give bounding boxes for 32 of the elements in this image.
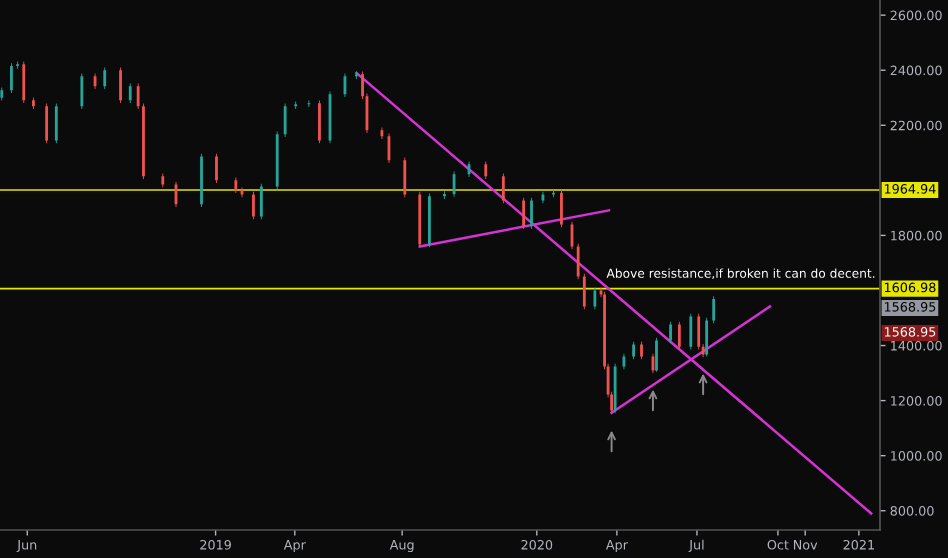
candlestick bbox=[705, 317, 709, 357]
candlestick bbox=[45, 103, 49, 144]
candlestick bbox=[80, 73, 84, 110]
candlestick bbox=[294, 101, 298, 110]
candlestick bbox=[354, 71, 358, 80]
candlestick bbox=[54, 103, 58, 144]
candlestick bbox=[418, 191, 422, 248]
candlestick bbox=[632, 341, 636, 360]
candlestick bbox=[22, 61, 26, 103]
candlestick bbox=[677, 321, 681, 350]
candlestick bbox=[689, 313, 693, 350]
candlestick bbox=[403, 157, 407, 198]
candlestick bbox=[697, 313, 701, 350]
candlestick bbox=[576, 243, 580, 280]
candlestick bbox=[442, 191, 446, 200]
candlestick bbox=[283, 103, 287, 138]
candlestick bbox=[128, 83, 132, 103]
candlestick bbox=[307, 100, 311, 108]
candlestick bbox=[16, 61, 20, 69]
candlestick bbox=[259, 183, 263, 220]
candlestick bbox=[501, 173, 505, 204]
candlestick bbox=[103, 67, 107, 89]
candlestick bbox=[582, 273, 586, 310]
candlestick bbox=[484, 161, 488, 179]
candlestick bbox=[0, 87, 4, 101]
candlestick bbox=[613, 363, 617, 414]
candlestick bbox=[234, 177, 238, 193]
candlestick bbox=[161, 173, 165, 188]
candlestick bbox=[275, 131, 279, 190]
candlestick bbox=[712, 296, 716, 324]
candlestick bbox=[522, 197, 526, 230]
candlestick bbox=[593, 287, 597, 310]
